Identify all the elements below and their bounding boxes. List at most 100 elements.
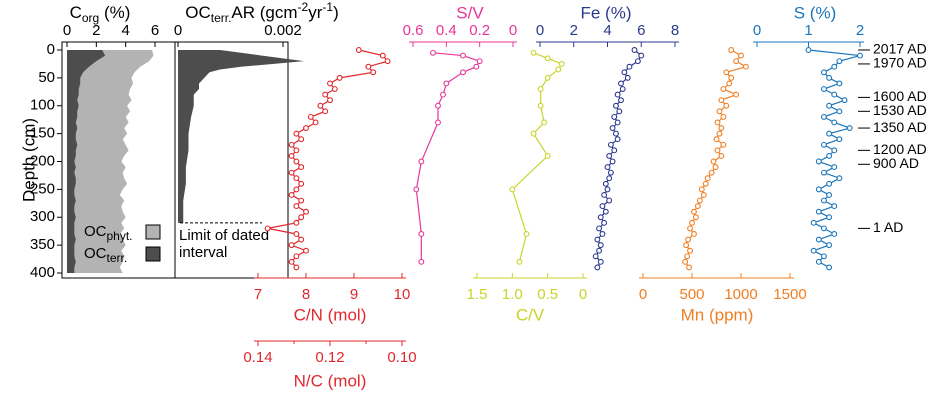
legend-label: OCterr. <box>84 245 127 265</box>
data-point <box>596 247 603 254</box>
data-point <box>616 108 623 115</box>
data-point <box>836 80 843 87</box>
x-tick-label: 0.2 <box>469 22 490 39</box>
data-point <box>370 69 377 76</box>
x-axis-label-part: C <box>70 3 82 22</box>
data-point <box>298 136 305 143</box>
data-point <box>820 169 827 176</box>
data-point <box>684 253 691 260</box>
y-tick-label: 200 <box>30 152 55 169</box>
x-tick-label: 4 <box>121 22 129 39</box>
data-point <box>820 113 827 120</box>
data-point <box>612 102 619 109</box>
data-point <box>826 130 833 137</box>
data-point <box>606 175 613 182</box>
data-point <box>293 203 300 210</box>
data-point <box>609 125 616 132</box>
data-point <box>264 225 271 232</box>
data-point <box>460 52 466 59</box>
data-point <box>714 147 721 154</box>
data-point <box>831 147 838 154</box>
data-point <box>831 63 838 70</box>
x-tick-label: 1500 <box>773 286 806 303</box>
x-tick-label: 1000 <box>724 286 757 303</box>
annotation: Limit of dated <box>179 227 269 244</box>
data-point <box>597 242 604 249</box>
data-point <box>619 86 626 92</box>
y-tick-label: 0 <box>47 41 55 58</box>
data-point <box>826 180 833 187</box>
y-tick-label: 300 <box>30 208 55 225</box>
data-point <box>815 208 822 215</box>
legend-label: OCphyt. <box>84 223 133 243</box>
data-point <box>544 55 551 62</box>
data-point <box>322 108 329 115</box>
data-point <box>597 258 604 265</box>
x-axis-label: S/V <box>456 3 484 22</box>
data-point <box>836 108 843 115</box>
data-point <box>728 74 735 81</box>
data-point <box>607 141 614 148</box>
data-point <box>723 69 730 76</box>
data-point <box>288 242 295 249</box>
x-axis-label-part: (%) <box>99 3 130 22</box>
data-point <box>815 186 822 193</box>
x-axis-label: OCterr.AR (gcm-2yr-1) <box>185 0 338 25</box>
data-point <box>713 136 720 143</box>
data-point <box>558 60 565 67</box>
x-axis-label-part: yr <box>308 3 323 22</box>
data-point <box>815 236 822 243</box>
data-point <box>418 258 425 265</box>
x-axis-label-part: AR (gcm <box>231 3 297 22</box>
age-label: 1970 AD <box>873 55 927 71</box>
data-point <box>418 231 425 237</box>
annotation: interval <box>179 244 227 261</box>
data-point <box>683 242 690 249</box>
data-point <box>846 125 853 132</box>
data-point <box>537 86 544 92</box>
data-point <box>293 231 300 237</box>
area <box>67 50 106 273</box>
data-point <box>826 152 833 159</box>
data-point <box>599 231 606 237</box>
x-tick-label: 0 <box>579 286 587 303</box>
data-point <box>298 164 305 171</box>
data-point <box>307 113 314 120</box>
data-point <box>720 113 727 120</box>
x-tick-label: 8 <box>671 22 679 39</box>
data-point <box>810 247 817 254</box>
x-axis-label: Mn (ppm) <box>681 305 754 324</box>
legend-swatch <box>145 246 161 262</box>
legend-label-part: OC <box>84 245 107 262</box>
age-label: 1530 AD <box>873 102 927 118</box>
x-tick-label: 4 <box>603 22 611 39</box>
data-point <box>728 47 735 53</box>
data-point <box>718 125 725 132</box>
y-tick-label: 250 <box>30 180 55 197</box>
data-point <box>694 203 701 210</box>
data-point <box>614 136 621 143</box>
x-tick-label: 0.002 <box>264 22 302 39</box>
data-point <box>685 236 692 243</box>
data-point <box>686 264 693 271</box>
data-point <box>720 86 727 92</box>
data-point <box>612 130 619 137</box>
data-point <box>687 247 693 254</box>
data-point <box>602 180 609 187</box>
data-point <box>523 231 530 237</box>
data-point <box>322 91 329 98</box>
data-point <box>826 264 833 271</box>
x-tick-label: 10 <box>394 286 411 303</box>
data-point <box>606 152 613 159</box>
x-tick-label: 1.5 <box>467 286 488 303</box>
data-point <box>604 164 611 171</box>
x-tick-label: 2 <box>856 22 864 39</box>
data-point <box>820 197 827 204</box>
x-tick-label: 9 <box>350 286 358 303</box>
x-axis-label: C/N (mol) <box>294 305 367 324</box>
data-point <box>691 231 697 237</box>
x-tick-label: 2 <box>92 22 100 39</box>
x-tick-label: 0 <box>536 22 544 39</box>
data-point <box>555 66 562 73</box>
data-point <box>611 113 618 120</box>
